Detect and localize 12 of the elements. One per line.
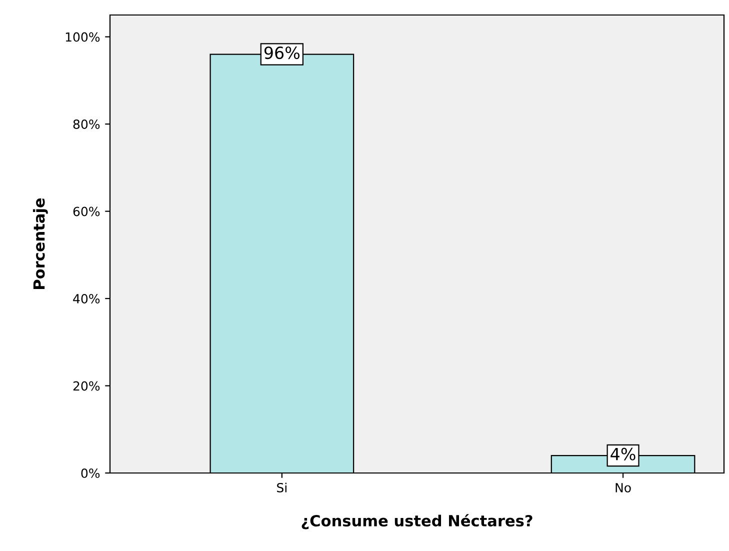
y-tick-label: 20% (73, 381, 100, 391)
y-axis-title: Porcentaje (32, 198, 48, 289)
x-axis-title: ¿Consume usted Néctares? (302, 514, 532, 530)
y-tick-label: 60% (73, 206, 100, 216)
x-tick-label: No (616, 483, 631, 492)
y-tick-label: 80% (73, 120, 100, 129)
y-tick-label: 0% (81, 468, 100, 478)
y-tick-label: 40% (73, 294, 100, 304)
y-tick-label: 100% (66, 32, 100, 42)
data-label: 4% (610, 448, 636, 460)
x-tick-label: Si (277, 482, 286, 492)
data-label: 96% (264, 46, 300, 60)
